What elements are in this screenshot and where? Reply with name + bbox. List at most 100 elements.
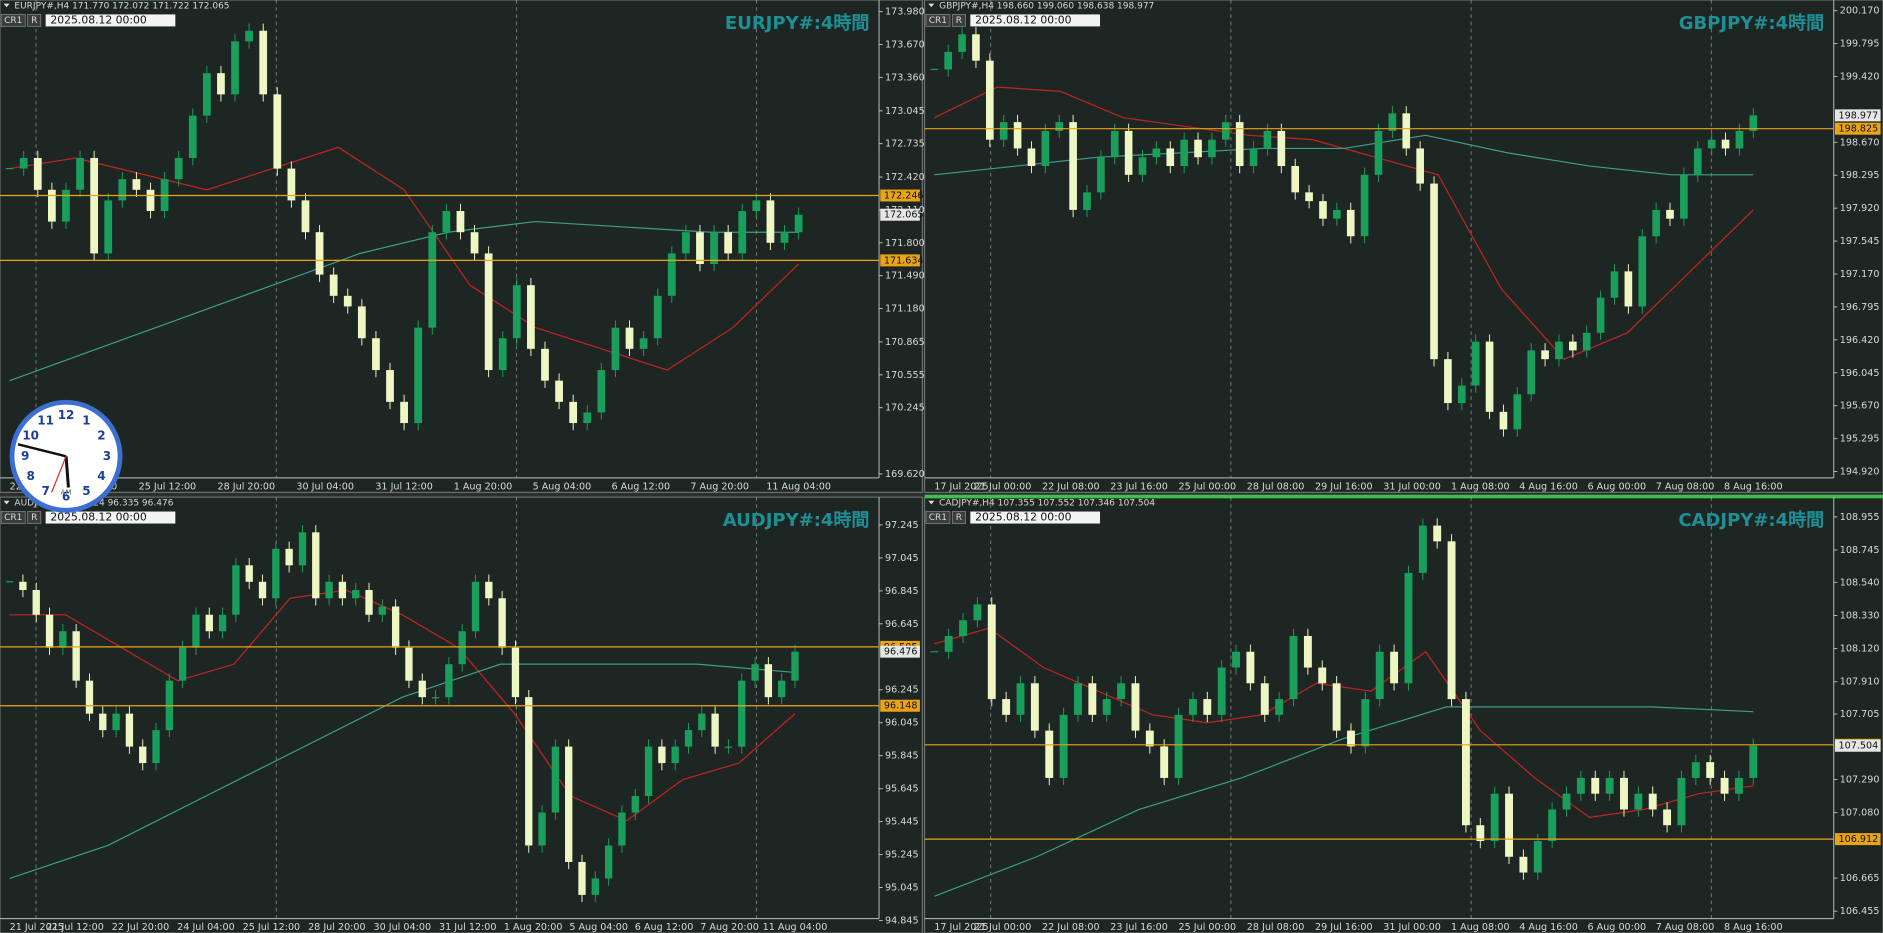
candle [112, 713, 120, 731]
candle [1680, 174, 1688, 219]
candle [405, 647, 413, 681]
chart-button-label[interactable]: CR1 [929, 513, 947, 523]
chart-title: CADJPY#:4時間 [1678, 510, 1824, 531]
timestamp: 2025.08.12 00:00 [50, 13, 147, 26]
chart-button[interactable] [951, 14, 966, 27]
level-tag [1834, 833, 1881, 846]
x-tick-label: 1 Aug 20:00 [454, 481, 513, 492]
candle [1303, 635, 1312, 668]
candle [1620, 777, 1628, 810]
chart-button-label[interactable]: CR1 [929, 16, 947, 26]
collapse-arrow [928, 3, 935, 8]
candle [738, 210, 747, 254]
clock-hand [64, 456, 70, 488]
collapse-arrow [3, 3, 10, 8]
candle [764, 664, 773, 698]
candle [217, 73, 225, 95]
candle [1569, 341, 1577, 351]
candle [791, 651, 799, 681]
candle [1476, 825, 1485, 842]
candle [1305, 192, 1313, 202]
timestamp: 2025.08.12 00:00 [975, 13, 1072, 26]
candle [944, 51, 952, 70]
candle [456, 210, 465, 233]
chart-button-label[interactable]: R [31, 513, 37, 523]
chart-button[interactable] [27, 511, 42, 524]
chart-button-label[interactable]: R [956, 513, 962, 523]
candle [470, 232, 479, 254]
candle [1083, 192, 1091, 210]
timestamp: 2025.08.12 00:00 [975, 511, 1072, 524]
x-tick-label: 31 Jul 00:00 [1383, 922, 1441, 933]
chart-button-label[interactable]: R [31, 16, 37, 26]
clock-numeral: 12 [58, 408, 75, 422]
candle [1203, 699, 1212, 715]
candle [391, 606, 400, 648]
candle [245, 565, 253, 582]
chart-button[interactable] [951, 511, 966, 524]
x-tick-label: 1 Aug 20:00 [504, 922, 563, 933]
candle [511, 647, 520, 698]
candle [357, 306, 366, 339]
chart-button[interactable] [925, 14, 951, 27]
candle [551, 746, 560, 813]
candle [471, 581, 480, 632]
candle [104, 200, 113, 254]
x-tick-label: 30 Jul 04:00 [296, 481, 354, 492]
candle [343, 295, 352, 307]
candle [445, 664, 453, 698]
candle [972, 34, 980, 61]
x-tick-label: 21 Jul 00:00 [974, 922, 1032, 933]
clock-numeral: 3 [103, 449, 111, 463]
candle [485, 581, 493, 599]
candle [1721, 139, 1730, 149]
chart-button[interactable] [0, 511, 26, 524]
candle [152, 730, 160, 764]
candle [418, 680, 426, 698]
x-tick-label: 21 Jul 00:00 [974, 481, 1032, 492]
x-tick-label: 25 Jul 12:00 [139, 481, 197, 492]
x-tick-label: 7 Aug 20:00 [690, 481, 749, 492]
y-tick-label: 108.330 [1840, 610, 1880, 621]
candle [682, 232, 690, 254]
y-tick-label: 200.170 [1840, 6, 1880, 17]
candle [1221, 122, 1230, 140]
candle [1045, 730, 1054, 778]
y-tick-label: 96.845 [885, 586, 919, 597]
price-tag [880, 645, 920, 658]
y-tick-label: 107.080 [1840, 808, 1880, 819]
collapse-arrow [3, 500, 10, 505]
y-tick-label: 97.045 [885, 553, 919, 564]
clock-numeral: 7 [41, 484, 49, 498]
level-tag [880, 254, 920, 267]
candle [1374, 130, 1383, 175]
x-tick-label: 24 Jul 04:00 [177, 922, 235, 933]
candle [205, 614, 213, 632]
candle [1277, 130, 1286, 167]
candle [192, 614, 200, 648]
candle [1166, 148, 1175, 167]
level-tag-label: 171.634 [884, 255, 924, 266]
candle [45, 614, 54, 648]
candle [671, 746, 679, 764]
x-tick-label: 6 Aug 12:00 [635, 922, 694, 933]
timestamp-box [970, 511, 1101, 524]
candle [527, 285, 535, 349]
candle [1527, 350, 1536, 395]
candle [47, 189, 56, 222]
chart-button[interactable] [925, 511, 951, 524]
chart-button[interactable] [0, 14, 26, 27]
candle [1691, 762, 1700, 778]
chart-button-label[interactable]: CR1 [4, 513, 22, 523]
x-tick-label: 31 Jul 12:00 [375, 481, 433, 492]
candle [578, 861, 586, 895]
chart-button-label[interactable]: R [956, 16, 962, 26]
chart-button[interactable] [27, 14, 42, 27]
candle [684, 730, 693, 747]
candle [118, 179, 127, 201]
moving-average [9, 663, 796, 880]
x-tick-label: 23 Jul 16:00 [1110, 481, 1168, 492]
candle [644, 746, 653, 797]
chart-button-label[interactable]: CR1 [4, 16, 22, 26]
